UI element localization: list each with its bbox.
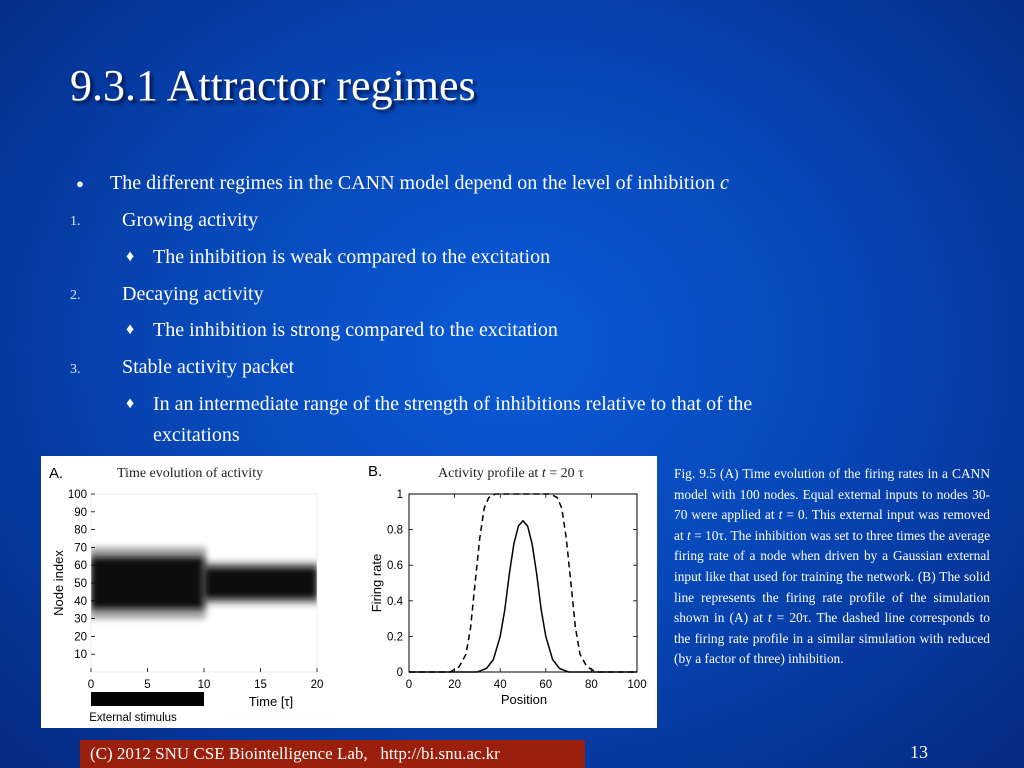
panel-b-ytick-label: 0 — [397, 667, 403, 679]
external-stimulus-bar — [91, 692, 204, 706]
panel-a-ytick-label: 70 — [74, 542, 87, 554]
external-stimulus-label: External stimulus — [89, 712, 177, 724]
activity-core-0 — [91, 557, 204, 609]
list-number-3: 3. — [70, 362, 81, 377]
page-number: 13 — [910, 742, 928, 762]
slide-title: 9.3.1 Attractor regimes — [70, 61, 476, 110]
list-item-decaying: Decaying activity — [122, 283, 264, 305]
panel-a-axes: 0 5 10 15 20 10 20 30 40 50 60 70 80 90 100 — [68, 489, 324, 691]
panel-a-ytick-label: 10 — [74, 649, 87, 661]
panel-b-title: Activity profile at t = 20 τ — [438, 466, 584, 481]
panel-b-xtick-label: 80 — [585, 679, 598, 691]
panel-b-xlabel: Position — [501, 692, 547, 707]
diamond-bullet-icon: ♦ — [126, 321, 135, 338]
panel-b-ytick-label: 0.2 — [387, 631, 403, 643]
panel-a-xlabel: Time [τ] — [249, 694, 293, 709]
panel-a-xtick-label: 20 — [311, 679, 324, 691]
panel-b-ytick-label: 0.4 — [387, 596, 404, 608]
panel-b-ytick-label: 0.6 — [387, 560, 403, 572]
series-line-solid — [409, 519, 637, 673]
panel-a-ylabel: Node index — [51, 550, 66, 616]
sub-item-strong: The inhibition is strong compared to the… — [153, 319, 558, 341]
bullet-text-1: The different regimes in the CANN model … — [110, 172, 729, 194]
panel-a-xtick-label: 10 — [198, 679, 211, 691]
panel-b-axes: 0 20 40 60 80 100 0 0.2 0.4 0.6 0.8 1 — [387, 489, 647, 691]
panel-b-xtick-label: 100 — [627, 679, 646, 691]
panel-a-xtick-label: 5 — [144, 679, 150, 691]
diamond-bullet-icon: ♦ — [126, 248, 135, 265]
panel-a-ytick-label: 40 — [74, 596, 87, 608]
figure-caption: Fig. 9.5 (A) Time evolution of the firin… — [674, 466, 991, 667]
panel-b-ylabel: Firing rate — [369, 554, 384, 613]
heatmap-area — [91, 547, 317, 619]
sub-item-weak: The inhibition is weak compared to the e… — [153, 246, 551, 268]
panel-b-frame — [408, 493, 638, 673]
bullet-dot: ● — [76, 176, 84, 191]
panel-b-label: B. — [368, 463, 382, 480]
footer-banner: (C) 2012 SNU CSE Biointelligence Lab, ht… — [80, 740, 585, 768]
panel-a-ytick-label: 30 — [74, 614, 87, 626]
panel-b-ytick-label: 0.8 — [387, 525, 403, 537]
panel-a-ytick-label: 90 — [74, 507, 87, 519]
list-number-2: 2. — [70, 288, 81, 303]
panel-b-xtick-label: 0 — [406, 679, 412, 691]
list-item-stable: Stable activity packet — [122, 356, 295, 378]
activity-core-1 — [204, 567, 317, 599]
panel-a-xtick-label: 0 — [88, 679, 94, 691]
diamond-bullet-icon: ♦ — [126, 395, 135, 412]
panel-a-title: Time evolution of activity — [117, 466, 263, 481]
panel-a-ytick-label: 20 — [74, 631, 87, 643]
panel-b-ytick-label: 1 — [397, 489, 403, 501]
panel-a-ytick-label: 80 — [74, 525, 87, 537]
series-line-dashed — [409, 493, 637, 673]
sub-item-intermediate-line1: In an intermediate range of the strength… — [153, 393, 753, 415]
panel-a-ytick-label: 60 — [74, 560, 87, 572]
footer-text: (C) 2012 SNU CSE Biointelligence Lab, ht… — [90, 744, 500, 763]
panel-b-xtick-label: 40 — [494, 679, 507, 691]
figure-panel: A. Time evolution of activity 0 5 10 15 20 10… — [41, 456, 657, 728]
list-item-growing: Growing activity — [122, 209, 259, 231]
list-number-1: 1. — [70, 214, 81, 229]
panel-a-ytick-label: 50 — [74, 578, 87, 590]
panel-a-xtick-label: 15 — [254, 679, 267, 691]
panel-a-ytick-label: 100 — [68, 489, 87, 501]
figure-svg: A. Time evolution of activity 0 5 10 15 2010… — [49, 463, 647, 724]
panel-b-xtick-label: 20 — [448, 679, 461, 691]
panel-a-label: A. — [49, 465, 63, 482]
sub-item-intermediate-line2: excitations — [153, 424, 240, 446]
panel-b-lines — [409, 493, 637, 673]
panel-b-xtick-label: 60 — [539, 679, 552, 691]
